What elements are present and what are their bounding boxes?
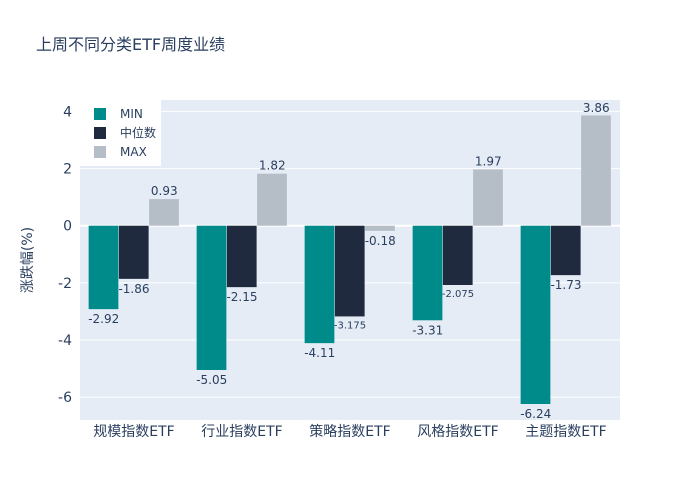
bars	[88, 115, 611, 404]
bar	[149, 199, 179, 226]
x-tick-label: 规模指数ETF	[93, 424, 174, 440]
y-tick-label: -4	[58, 333, 72, 349]
legend[interactable]: MIN 中位数 MAX	[80, 100, 161, 166]
data-label: -0.18	[365, 234, 396, 248]
bar	[196, 225, 227, 370]
bar	[334, 225, 365, 317]
y-tick-label: 2	[63, 162, 72, 178]
y-tick-label: 4	[63, 104, 72, 120]
data-labels: -2.92 -1.86 0.93 -5.05 -2.15 1.82 -4.11 -3.175 -…	[88, 101, 609, 421]
bar	[257, 173, 287, 226]
data-label: -5.05	[196, 373, 227, 387]
y-tick-label: -2	[58, 276, 72, 292]
bar	[550, 225, 581, 276]
data-label: -3.175	[334, 320, 366, 331]
data-label: 1.82	[259, 159, 286, 173]
x-tick-label: 风格指数ETF	[417, 424, 498, 440]
legend-swatch	[94, 127, 106, 139]
legend-swatch	[94, 146, 106, 158]
bar	[304, 225, 335, 344]
bar	[365, 225, 395, 231]
data-label: -2.92	[88, 312, 119, 326]
data-label: -6.24	[520, 407, 551, 421]
x-tick-label: 策略指数ETF	[309, 423, 390, 440]
data-label: -4.11	[304, 346, 335, 360]
data-label: -2.075	[442, 289, 474, 300]
bar	[473, 169, 503, 226]
legend-label: MAX	[120, 145, 147, 159]
data-label: 3.86	[583, 101, 610, 115]
x-tick-label: 行业指数ETF	[201, 424, 282, 440]
y-axis-title: 涨跌幅(%)	[20, 227, 36, 293]
chart-title: 上周不同分类ETF周度业绩	[36, 35, 225, 54]
data-label: -3.31	[412, 323, 443, 337]
x-tick-label: 主题指数ETF	[525, 424, 606, 440]
bar	[520, 225, 551, 404]
bar	[442, 225, 473, 285]
data-label: -1.73	[550, 278, 581, 292]
legend-swatch	[94, 108, 106, 120]
legend-box	[80, 100, 161, 166]
y-tick-label: 0	[63, 219, 72, 235]
bar	[412, 225, 443, 321]
bar	[581, 115, 611, 226]
data-label: -2.15	[226, 290, 257, 304]
bar	[88, 225, 119, 310]
data-label: -1.86	[118, 282, 149, 296]
data-label: 0.93	[151, 184, 178, 198]
axis-ticks: -6 -4 -2 0 2 4 规模指数ETF 行业指数ETF 策略指数ETF 风格指数ETF 主题指…	[58, 104, 607, 440]
y-tick-label: -6	[58, 390, 72, 406]
data-label: 1.97	[475, 154, 502, 168]
legend-label: 中位数	[120, 125, 156, 140]
bar	[226, 225, 257, 288]
bar	[118, 225, 149, 279]
legend-label: MIN	[120, 107, 143, 121]
